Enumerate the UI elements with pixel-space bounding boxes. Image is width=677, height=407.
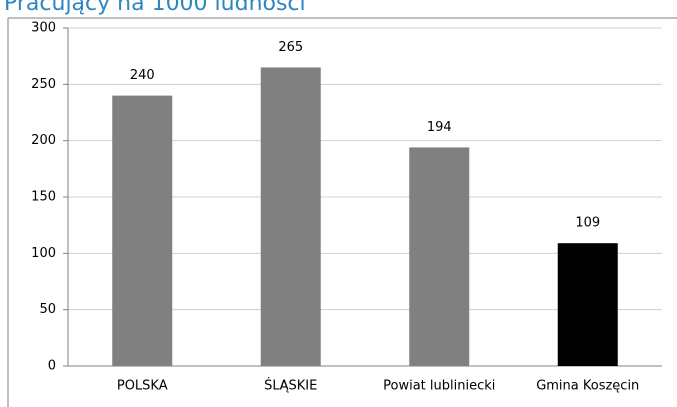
y-tick-label: 100 bbox=[31, 246, 56, 261]
bar bbox=[112, 95, 173, 366]
value-label: 194 bbox=[427, 120, 452, 135]
x-tick-label: Gmina Koszęcin bbox=[536, 379, 639, 394]
value-label: 109 bbox=[575, 216, 600, 231]
value-label: 265 bbox=[278, 40, 303, 55]
value-label: 240 bbox=[130, 68, 155, 83]
y-tick-label: 150 bbox=[31, 190, 56, 205]
y-tick-label: 0 bbox=[48, 359, 56, 374]
bar bbox=[557, 243, 618, 366]
y-tick-label: 300 bbox=[31, 21, 56, 36]
chart-title: Pracujący na 1000 ludności bbox=[4, 0, 306, 16]
x-tick-label: Powiat lubliniecki bbox=[383, 379, 495, 394]
bar bbox=[409, 147, 470, 366]
x-tick-label: POLSKA bbox=[117, 379, 168, 394]
y-tick-label: 250 bbox=[31, 77, 56, 92]
y-tick-label: 200 bbox=[31, 133, 56, 148]
y-tick-label: 50 bbox=[39, 302, 56, 317]
x-tick-label: ŚLĄSKIE bbox=[264, 378, 317, 394]
bar bbox=[260, 67, 321, 366]
